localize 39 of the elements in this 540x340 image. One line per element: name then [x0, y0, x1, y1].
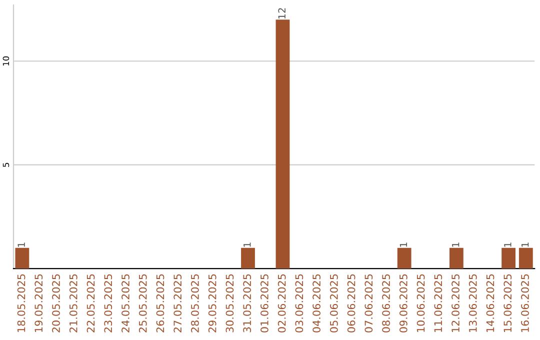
data-label: 1 [452, 242, 460, 247]
x-tick-label: 02.06.2025 [278, 274, 286, 332]
x-tick-label: 30.05.2025 [226, 274, 234, 332]
x-tick-label: 21.05.2025 [69, 274, 78, 332]
x-tick-label: 23.05.2025 [104, 274, 112, 332]
x-tick-label: 14.06.2025 [486, 274, 494, 332]
data-label: 1 [504, 242, 512, 247]
x-tick-label: 31.05.2025 [243, 274, 252, 332]
x-tick-label: 22.05.2025 [86, 274, 95, 332]
x-tick-label: 09.06.2025 [399, 274, 408, 332]
x-tick-label: 08.06.2025 [382, 274, 390, 332]
x-tick-label: 04.06.2025 [312, 274, 320, 332]
x-tick-label: 26.05.2025 [156, 274, 164, 332]
x-tick-label: 19.05.2025 [34, 274, 43, 332]
y-tick-label: 10 [2, 56, 10, 66]
x-tick-label: 03.06.2025 [295, 274, 304, 332]
x-tick-label: 10.06.2025 [416, 274, 425, 332]
x-tick-label: 29.05.2025 [208, 274, 216, 332]
data-label: 1 [18, 242, 25, 247]
x-tick-label: 13.06.2025 [468, 274, 477, 332]
x-tick-label: 15.06.2025 [504, 274, 512, 332]
x-tick-label: 12.06.2025 [452, 274, 460, 332]
x-tick-label: 25.05.2025 [138, 274, 147, 332]
x-tick-label: 05.06.2025 [330, 274, 338, 332]
x-tick-label: 07.06.2025 [364, 274, 373, 332]
x-tick-label: 01.06.2025 [260, 274, 268, 332]
x-tick-label: 20.05.2025 [52, 274, 60, 332]
y-tick-label: 5 [2, 162, 10, 167]
x-tick-label: 16.06.2025 [521, 274, 529, 332]
data-label: 1 [244, 242, 251, 247]
data-label: 12 [278, 8, 286, 19]
x-tick-label: 28.05.2025 [191, 274, 199, 332]
x-tick-label: 06.06.2025 [347, 274, 356, 332]
data-label: 1 [522, 242, 529, 247]
x-tick-label: 18.05.2025 [17, 274, 26, 332]
x-tick-label: 24.05.2025 [122, 274, 130, 332]
x-tick-label: 27.05.2025 [174, 274, 182, 332]
x-tick-label: 11.06.2025 [434, 274, 442, 332]
data-label: 1 [400, 242, 408, 247]
